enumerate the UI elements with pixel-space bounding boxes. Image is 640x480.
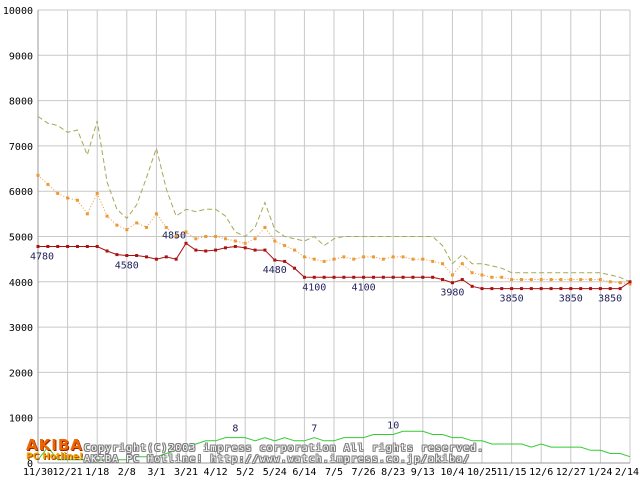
y-tick-label: 9000 — [9, 51, 33, 62]
x-tick-label: 6/14 — [292, 467, 316, 478]
x-tick-label: 11/30 — [23, 467, 53, 478]
x-tick-label: 9/13 — [411, 467, 435, 478]
y-tick-label: 8000 — [9, 97, 33, 108]
price-label: 4480 — [263, 265, 287, 276]
x-tick-label: 2/8 — [118, 467, 136, 478]
price-label: 3980 — [440, 288, 464, 299]
x-tick-label: 11/15 — [497, 467, 527, 478]
x-tick-label: 7/26 — [352, 467, 376, 478]
y-tick-label: 2000 — [9, 368, 33, 379]
x-tick-label: 12/21 — [53, 467, 83, 478]
price-label: 3850 — [500, 294, 524, 305]
x-tick-label: 10/25 — [467, 467, 497, 478]
akiba-logo-line2: PC Hotline! — [26, 452, 84, 462]
x-tick-label: 7/5 — [325, 467, 343, 478]
akiba-logo-line1: AKIBA — [26, 436, 83, 454]
y-tick-label: 6000 — [9, 187, 33, 198]
shop-count-label: 7 — [311, 424, 317, 435]
price-label: 4780 — [30, 251, 54, 262]
price-label: 4100 — [352, 282, 376, 293]
x-tick-label: 10/4 — [440, 467, 464, 478]
price-label: 3850 — [598, 294, 622, 305]
x-tick-label: 12/6 — [529, 467, 553, 478]
shop-count-label: 10 — [387, 420, 399, 431]
series-min-price — [36, 241, 632, 291]
y-tick-label: 5000 — [9, 233, 33, 244]
x-tick-label: 8/23 — [381, 467, 405, 478]
y-tick-label: 7000 — [9, 142, 33, 153]
x-tick-label: 5/24 — [263, 467, 287, 478]
x-tick-label: 5/2 — [236, 467, 254, 478]
copyright: Copyright(C)2003 impress corporation All… — [84, 443, 484, 465]
y-tick-label: 10000 — [3, 6, 33, 17]
price-label: 4100 — [302, 282, 326, 293]
shop-count-label: 8 — [232, 424, 238, 435]
price-label: 4580 — [115, 261, 139, 272]
y-tick-label: 3000 — [9, 323, 33, 334]
x-tick-label: 4/12 — [204, 467, 228, 478]
akiba-logo: AKIBA PC Hotline! — [26, 438, 83, 462]
series-max-price — [37, 116, 631, 283]
x-tick-label: 1/24 — [588, 467, 612, 478]
grid: 0 1000 2000 3000 4000 5000 6000 7000 8000 9000 100… — [3, 6, 639, 478]
x-tick-label: 1/18 — [85, 467, 109, 478]
price-label: 4850 — [162, 230, 186, 241]
x-tick-label: 3/1 — [147, 467, 165, 478]
x-tick-label: 3/21 — [174, 467, 198, 478]
annotations: 4780 4580 4850 4480 4100 4100 3980 3850 3850 3850… — [30, 230, 622, 434]
copyright-line1: Copyright(C)2003 impress corporation All… — [84, 443, 485, 454]
series-shop-count — [37, 430, 631, 461]
x-tick-label: 2/14 — [615, 467, 639, 478]
price-label: 3850 — [559, 294, 583, 305]
y-tick-label: 1000 — [9, 414, 33, 425]
x-tick-label: 12/27 — [556, 467, 586, 478]
series-avg-price — [36, 173, 632, 286]
y-tick-label: 4000 — [9, 278, 33, 289]
y-tick-label: 0 — [27, 459, 33, 470]
copyright-line2: AKIBA PC Hotline! http://www.watch.impre… — [84, 454, 471, 465]
